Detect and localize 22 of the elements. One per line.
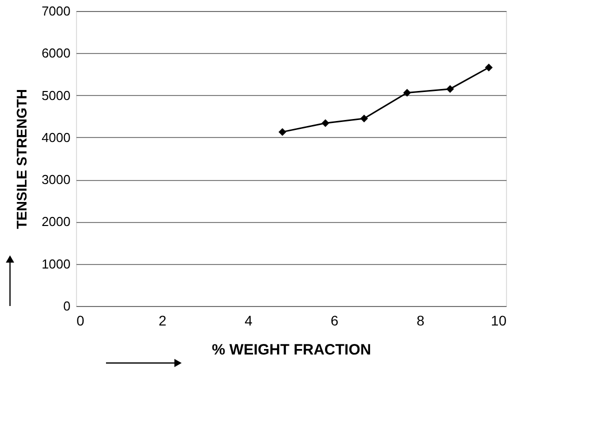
y-tick-label: 1000 [42,256,70,272]
x-tick-label: 6 [330,312,339,328]
point [360,114,368,122]
y-tick-label: 0 [63,298,70,314]
y-tick-label: 7000 [42,4,70,18]
point [446,85,454,93]
y-tick-label: 5000 [42,88,70,103]
y-tick-label: 4000 [42,130,70,145]
y-tick-label: 6000 [42,46,70,61]
x-tick-label: 0 [76,312,84,328]
point [484,64,493,72]
point [322,119,330,127]
y-tick-label: 3000 [42,172,70,188]
y-axis-title: TENSILE STRENGTH [14,88,30,230]
x-axis-title: % WEIGHT FRACTION [212,342,372,358]
x-tick-label: 10 [490,312,507,328]
point [403,88,411,97]
x-tick-label: 8 [416,312,425,328]
x-tick-label: 4 [244,312,253,328]
y-tick-label: 2000 [42,214,70,230]
point [278,128,286,136]
x-tick-label: 2 [158,312,167,328]
